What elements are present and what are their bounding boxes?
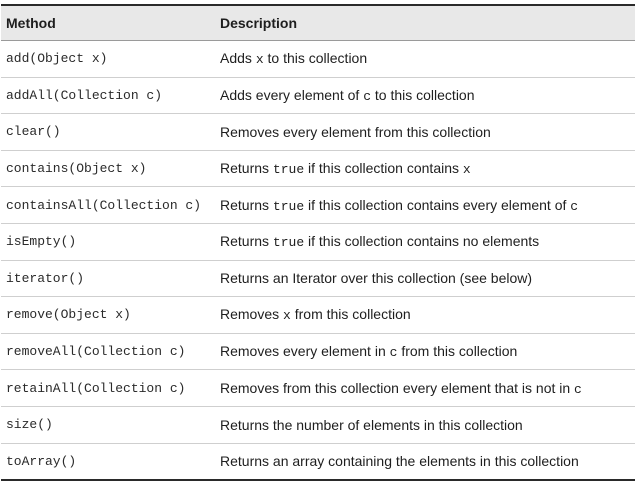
collection-methods-table: Method Description add(Object x) Adds x t…	[1, 4, 635, 481]
method-cell: isEmpty()	[6, 234, 77, 250]
description-code-fragment: true	[272, 162, 305, 178]
description-text-fragment: from this collection	[290, 306, 411, 323]
method-cell: remove(Object x)	[6, 307, 131, 323]
description-text-fragment: if this collection contains	[304, 160, 463, 177]
table-row: addAll(Collection c) Adds every element o…	[1, 77, 635, 114]
description-code-fragment: c	[389, 345, 398, 361]
table-row: removeAll(Collection c) Removes every ele…	[1, 333, 635, 370]
description-text-fragment: if this collection contains no elements	[304, 233, 540, 250]
table-row: remove(Object x) Removes x from this coll…	[1, 297, 635, 334]
description-code-fragment: true	[272, 235, 305, 251]
method-cell: containsAll(Collection c)	[6, 197, 202, 213]
description-cell: Returns an Iterator over this collection…	[220, 260, 635, 297]
header-row: Method Description	[1, 5, 635, 41]
collection-methods-table-wrap: Method Description add(Object x) Adds x t…	[1, 4, 635, 481]
method-cell: size()	[6, 417, 53, 433]
description-code-fragment: c	[570, 198, 579, 214]
description-cell: Adds x to this collection	[220, 41, 635, 78]
description-text-fragment: Returns	[220, 233, 273, 250]
description-code-fragment: c	[363, 88, 371, 104]
description-cell: Removes from this collection every eleme…	[220, 370, 635, 407]
description-cell: Removes every element in c from this col…	[220, 333, 635, 370]
description-text-fragment: from this collection	[397, 343, 518, 360]
description-column-header: Description	[220, 15, 298, 31]
method-cell: contains(Object x)	[6, 161, 147, 177]
table-row: containsAll(Collection c) Returns true if…	[1, 187, 635, 224]
description-code-fragment: x	[283, 308, 291, 324]
description-text-fragment: Removes from this collection every eleme…	[220, 379, 575, 396]
description-text-fragment: Returns an Iterator over this collection…	[220, 270, 533, 287]
description-text-fragment: Adds every element of	[220, 86, 364, 103]
table-row: retainAll(Collection c) Removes from this…	[1, 370, 635, 407]
table-row: add(Object x) Adds x to this collection	[1, 41, 635, 78]
description-cell: Returns an array containing the elements…	[220, 443, 635, 480]
description-text-fragment: Adds	[220, 50, 256, 67]
table-body: add(Object x) Adds x to this collection ad…	[1, 41, 635, 481]
description-cell: Removes every element from this collecti…	[220, 114, 635, 151]
description-code-fragment: x	[462, 162, 471, 178]
description-text-fragment: to this collection	[263, 50, 368, 67]
table-row: isEmpty() Returns true if this collection…	[1, 223, 635, 261]
method-cell: retainAll(Collection c)	[6, 380, 186, 396]
description-text-fragment: Returns	[220, 196, 273, 213]
description-cell: Returns true if this collection contains…	[220, 187, 635, 224]
description-code-fragment: x	[255, 52, 264, 68]
table-row: clear() Removes every element from this c…	[1, 114, 635, 151]
description-cell: Returns true if this collection contains…	[220, 223, 635, 260]
method-cell: iterator()	[6, 270, 85, 286]
description-cell: Returns true if this collection contains…	[220, 150, 635, 187]
description-cell: Removes x from this collection	[220, 297, 635, 334]
description-code-fragment: c	[574, 381, 582, 397]
table-row: iterator() Returns an Iterator over this …	[1, 260, 635, 297]
method-cell: add(Object x)	[6, 51, 108, 67]
description-cell: Adds every element of c to this collecti…	[220, 77, 635, 114]
method-cell: toArray()	[6, 453, 77, 469]
description-text-fragment: if this collection contains every elemen…	[304, 196, 571, 213]
description-text-fragment: Returns an array containing the elements…	[220, 453, 579, 470]
description-text-fragment: Removes	[220, 306, 284, 323]
description-code-fragment: true	[272, 198, 305, 214]
method-cell: removeAll(Collection c)	[6, 344, 186, 360]
description-text-fragment: Removes every element from this collecti…	[220, 123, 491, 140]
table-row: contains(Object x) Returns true if this c…	[1, 150, 635, 187]
method-column-header: Method	[6, 15, 56, 31]
table-row: toArray() Returns an array containing the…	[1, 443, 635, 481]
description-text-fragment: Removes every element in	[220, 343, 390, 360]
table-header: Method Description	[1, 5, 635, 41]
description-text-fragment: Returns	[220, 160, 273, 177]
table-row: size() Returns the number of elements in …	[1, 406, 635, 444]
description-cell: Returns the number of elements in this c…	[220, 406, 635, 443]
method-cell: clear()	[6, 124, 61, 140]
description-text-fragment: to this collection	[371, 86, 475, 103]
description-text-fragment: Returns the number of elements in this c…	[220, 416, 523, 433]
method-cell: addAll(Collection c)	[6, 87, 163, 103]
